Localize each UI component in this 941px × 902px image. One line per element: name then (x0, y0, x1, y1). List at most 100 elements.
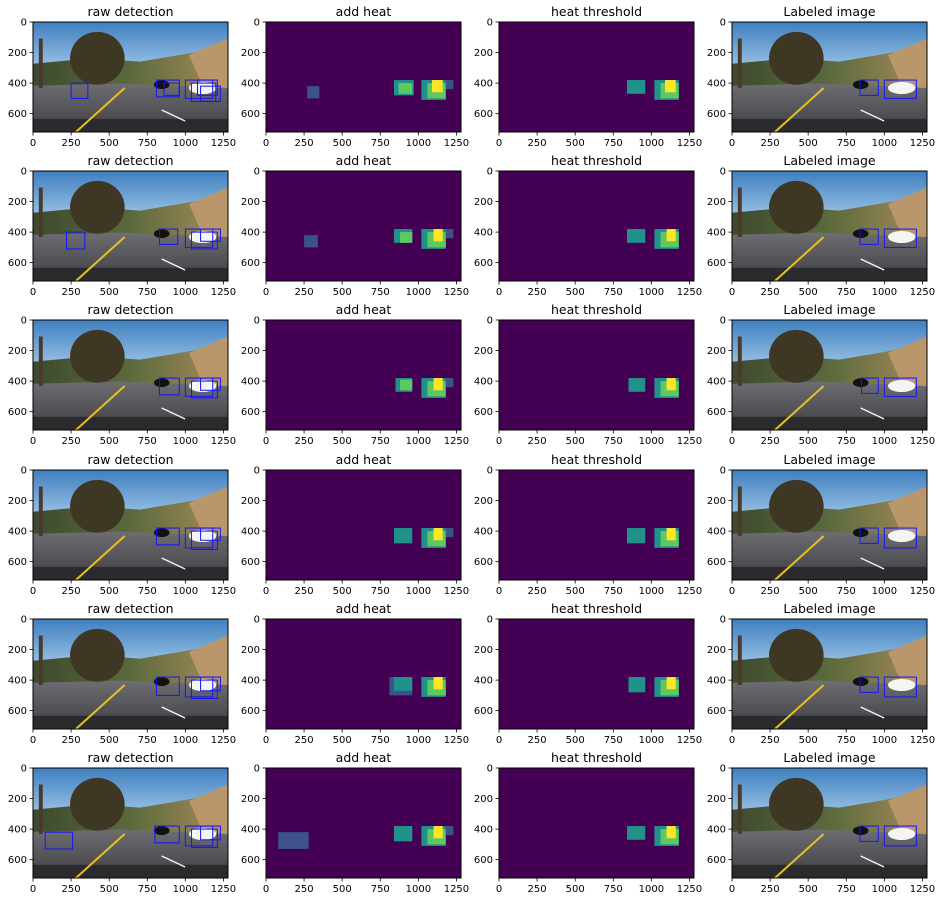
x-tick-label: 500 (333, 287, 352, 298)
x-tick-label: 0 (729, 436, 735, 447)
x-tick-label: 1250 (910, 586, 935, 597)
x-tick-label: 250 (528, 735, 547, 746)
y-tick-label: 200 (474, 346, 493, 357)
detection-box (190, 679, 218, 699)
y-tick-label: 600 (474, 557, 493, 568)
x-tick-label: 1250 (444, 586, 469, 597)
heat-block (445, 229, 454, 239)
label-box (883, 377, 917, 397)
trunk (737, 38, 742, 88)
threshold-block (626, 826, 646, 840)
x-tick-label: 0 (30, 735, 36, 746)
panel-title: raw detection (87, 302, 173, 317)
x-tick-label: 1250 (211, 735, 236, 746)
heat-block (393, 826, 413, 842)
x-tick-label: 1250 (211, 138, 236, 149)
panel-heat-threshold: heat threshold 0 250 500 750 1000 1250 0 200 400 6… (474, 750, 702, 895)
axes-frame (32, 618, 229, 730)
heat-background (499, 470, 694, 580)
detection-box (163, 82, 180, 96)
x-tick-label: 0 (729, 586, 735, 597)
y-tick-label: 0 (720, 316, 726, 327)
x-tick-label: 750 (837, 884, 856, 895)
x-tick-label: 1000 (639, 436, 664, 447)
x-tick-label: 0 (496, 287, 502, 298)
y-tick-label: 200 (707, 794, 726, 805)
y-tick-label: 0 (21, 167, 27, 178)
x-tick-label: 250 (62, 436, 81, 447)
y-tick-label: 400 (474, 79, 493, 90)
heat-background (499, 22, 694, 132)
hood (33, 267, 228, 281)
x-tick-label: 500 (100, 436, 119, 447)
panel-title: heat threshold (551, 302, 642, 317)
panel-heat-threshold: heat threshold 0 250 500 750 1000 1250 0 200 400 6… (474, 4, 702, 149)
y-tick-label: 600 (8, 557, 27, 568)
panel-add-heat: add heat 0 250 500 750 1000 1250 0 200 400 600 (241, 452, 469, 597)
panel-raw-detection: raw detection 0 250 500 750 1000 1250 0 200 400 60… (8, 153, 236, 298)
hood (732, 118, 927, 132)
axes-frame (32, 21, 229, 133)
x-tick-label: 1000 (173, 138, 198, 149)
y-tick-label: 400 (474, 228, 493, 239)
axes-frame (498, 170, 695, 282)
x-tick-label: 500 (566, 287, 585, 298)
heat-background (499, 320, 694, 430)
car-white (888, 678, 916, 692)
heat-background (499, 768, 694, 878)
panel-heat-threshold: heat threshold 0 250 500 750 1000 1250 0 200 400 6… (474, 302, 702, 447)
panel-title: raw detection (87, 452, 173, 467)
x-tick-label: 1250 (444, 436, 469, 447)
lane-line-yellow (75, 385, 126, 431)
y-tick-label: 0 (487, 764, 493, 775)
x-tick-label: 0 (30, 287, 36, 298)
x-tick-label: 500 (799, 735, 818, 746)
y-tick-label: 600 (474, 407, 493, 418)
threshold-block (666, 826, 676, 839)
tree (70, 180, 125, 234)
car-black (153, 826, 170, 836)
x-tick-label: 500 (799, 138, 818, 149)
x-tick-label: 1000 (173, 287, 198, 298)
x-tick-label: 500 (333, 884, 352, 895)
threshold-block (628, 677, 646, 693)
x-tick-label: 1000 (639, 735, 664, 746)
x-tick-label: 0 (263, 287, 269, 298)
car-white (189, 230, 217, 244)
detection-box (155, 676, 180, 696)
y-tick-label: 200 (241, 48, 260, 59)
detection-box (184, 377, 214, 397)
x-tick-label: 1000 (639, 884, 664, 895)
trunk (38, 486, 43, 536)
x-tick-label: 1250 (211, 287, 236, 298)
axes-frame (498, 618, 695, 730)
dirt-bank (189, 187, 228, 248)
x-tick-label: 1250 (677, 436, 702, 447)
lane-line-yellow (774, 684, 825, 730)
detection-box (200, 85, 221, 102)
heat-block (433, 378, 443, 391)
x-tick-label: 250 (528, 287, 547, 298)
trunk (737, 336, 742, 386)
trunk (38, 187, 43, 237)
detection-box (190, 380, 218, 399)
lane-line-white (161, 407, 186, 420)
car-black (153, 677, 170, 687)
x-tick-label: 750 (371, 287, 390, 298)
y-tick-label: 400 (474, 825, 493, 836)
car-black (852, 677, 869, 687)
x-tick-label: 250 (295, 436, 314, 447)
x-tick-label: 1250 (211, 884, 236, 895)
x-tick-label: 750 (371, 138, 390, 149)
tree (70, 329, 125, 383)
panel-grid: raw detection 0 250 500 750 1000 1250 0 200 400 60… (8, 4, 935, 895)
x-tick-label: 1250 (910, 436, 935, 447)
x-tick-label: 1000 (872, 138, 897, 149)
x-tick-label: 1250 (444, 138, 469, 149)
car-white (189, 81, 217, 95)
tree (70, 31, 125, 85)
y-tick-label: 200 (8, 346, 27, 357)
heat-background (266, 768, 461, 878)
panel-title: Labeled image (783, 4, 876, 19)
label-box (859, 825, 879, 842)
